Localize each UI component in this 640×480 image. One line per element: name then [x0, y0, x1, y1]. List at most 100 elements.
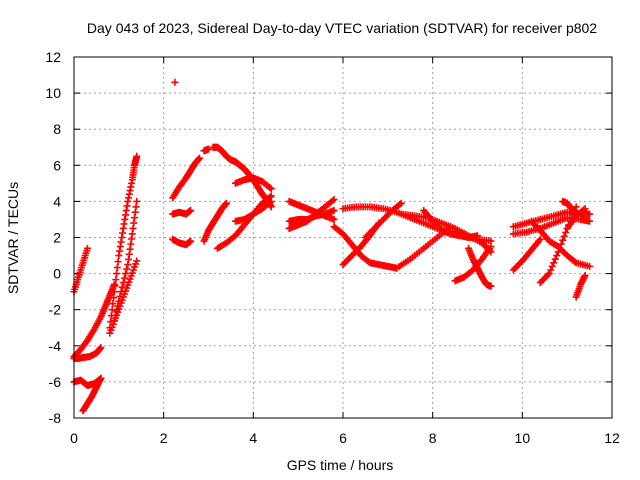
data-point [487, 282, 495, 290]
data-point [133, 197, 141, 205]
data-point-interp [118, 283, 126, 291]
data-point [586, 210, 594, 218]
data-point-interp [560, 232, 568, 240]
data-point-interp [115, 297, 123, 305]
data-point-interp [123, 265, 131, 273]
data-point-interp [109, 300, 117, 308]
data-point-interp [108, 306, 116, 314]
data-point-interp [120, 274, 128, 282]
y-tick-labels: -8 -6 -4 -2 0 2 4 6 8 10 12 [45, 49, 61, 426]
series-s8 [110, 197, 141, 325]
data-point [187, 237, 195, 245]
data-point-interp [114, 258, 122, 266]
chart-title: Day 043 of 2023, Sidereal Day-to-day VTE… [87, 20, 597, 36]
data-point-interp [580, 206, 588, 214]
data-point [97, 374, 105, 382]
x-axis-title: GPS time / hours [287, 457, 394, 473]
data-point [581, 205, 589, 213]
y-tick-label: -8 [49, 410, 62, 426]
data-point [536, 235, 544, 243]
data-point-interp [548, 262, 556, 270]
data-point [545, 270, 553, 278]
y-tick-label: -2 [49, 302, 62, 318]
series-s24 [361, 199, 405, 241]
series-s32 [509, 235, 544, 274]
data-point-interp [329, 197, 337, 205]
series-s7 [106, 152, 141, 332]
series-s9 [171, 78, 179, 86]
series-s28 [420, 206, 481, 241]
series-s25 [330, 223, 401, 272]
data-point-interp [553, 252, 561, 260]
data-point [97, 344, 105, 352]
data-point-interp [107, 318, 115, 326]
data-point-interp [113, 307, 121, 315]
x-tick-label: 8 [429, 430, 437, 446]
series-s12 [169, 235, 195, 249]
series-s37 [572, 271, 589, 301]
data-point-interp [557, 240, 565, 248]
data-point [187, 206, 195, 214]
data-point-interp [559, 236, 567, 244]
series-s13 [200, 145, 212, 155]
data-point-interp [111, 282, 119, 290]
data-point [205, 145, 212, 153]
y-tick-label: 12 [45, 49, 61, 65]
data-point-interp [550, 259, 558, 267]
x-tick-label: 0 [70, 430, 78, 446]
data-point-interp [119, 279, 127, 287]
series-s21 [285, 206, 338, 225]
y-tick-label: 4 [53, 193, 61, 209]
y-tick-label: 0 [53, 266, 61, 282]
data-point-interp [266, 184, 274, 192]
data-point [83, 244, 91, 252]
data-point [267, 197, 275, 205]
series-s17 [231, 197, 275, 225]
x-tick-labels: 0 2 4 6 8 10 12 [70, 430, 620, 446]
series-s2 [70, 280, 118, 361]
data-point-interp [114, 302, 122, 310]
series-s1 [70, 244, 91, 296]
x-tick-label: 10 [515, 430, 531, 446]
x-tick-label: 6 [339, 430, 347, 446]
data-point-interp [116, 292, 124, 300]
data-point-interp [571, 258, 579, 266]
data-point [586, 262, 594, 270]
y-tick-label: 8 [53, 121, 61, 137]
data-point-interp [562, 228, 570, 236]
data-point-interp [113, 264, 121, 272]
data-point [330, 196, 338, 204]
data-point [330, 206, 338, 214]
data-point [133, 257, 141, 265]
y-tick-label: 6 [53, 157, 61, 173]
data-points [70, 78, 594, 415]
data-point-interp [396, 200, 404, 208]
data-point-interp [122, 270, 130, 278]
y-tick-label: -4 [49, 338, 62, 354]
y-axis-title: SDTVAR / TECUs [5, 182, 21, 294]
data-point-interp [113, 270, 121, 278]
series-s38 [563, 205, 589, 232]
data-point [196, 154, 204, 162]
data-point [330, 215, 338, 223]
data-point-interp [556, 244, 564, 252]
series-s3 [70, 344, 105, 362]
data-point [572, 203, 580, 211]
data-point [133, 152, 141, 160]
data-point [581, 271, 589, 279]
data-point-interp [112, 276, 120, 284]
data-point-interp [266, 199, 274, 207]
series-s11 [169, 206, 195, 218]
x-tick-label: 2 [160, 430, 168, 446]
data-point [397, 199, 405, 207]
data-point [474, 232, 481, 240]
series-s34 [527, 217, 594, 270]
y-tick-label: -6 [49, 374, 62, 390]
series-s5 [79, 374, 105, 415]
series-s18 [231, 174, 275, 193]
y-tick-label: 2 [53, 230, 61, 246]
data-point-interp [110, 294, 118, 302]
x-tick-label: 12 [604, 430, 620, 446]
